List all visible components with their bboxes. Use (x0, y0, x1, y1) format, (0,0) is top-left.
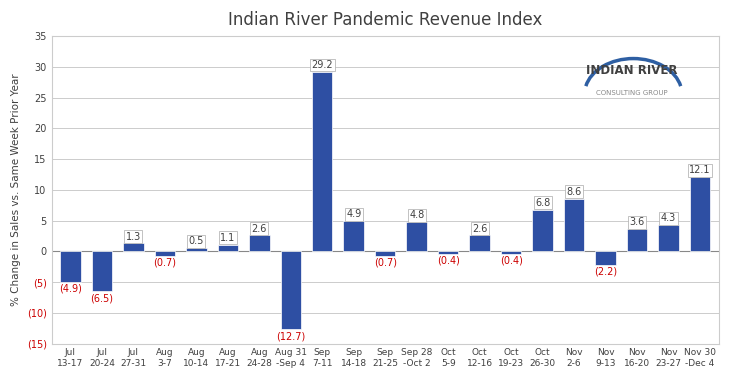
Bar (596, 251, 616, 265)
Text: (4.9): (4.9) (59, 283, 82, 293)
Bar (532, 210, 553, 251)
Text: (12.7): (12.7) (276, 331, 305, 341)
Text: 0.5: 0.5 (188, 236, 204, 246)
Bar (564, 199, 584, 251)
Text: (0.7): (0.7) (153, 258, 177, 268)
Title: Indian River Pandemic Revenue Index: Indian River Pandemic Revenue Index (228, 11, 542, 29)
Bar (438, 251, 458, 254)
Text: INDIAN RIVER: INDIAN RIVER (585, 64, 677, 77)
Bar (92, 251, 112, 291)
Y-axis label: % Change in Sales vs. Same Week Prior Year: % Change in Sales vs. Same Week Prior Ye… (11, 74, 21, 306)
Bar (469, 235, 490, 251)
Text: (0.4): (0.4) (500, 256, 523, 266)
Bar (155, 251, 175, 256)
Bar (344, 221, 364, 251)
Bar (690, 177, 710, 251)
Text: 1.1: 1.1 (220, 233, 236, 243)
Bar (60, 251, 80, 282)
Text: 12.1: 12.1 (689, 165, 711, 175)
Bar (501, 251, 521, 254)
Bar (218, 244, 238, 251)
Bar (407, 222, 427, 251)
Bar (280, 251, 301, 329)
Text: CONSULTING GROUP: CONSULTING GROUP (596, 90, 667, 96)
Bar (375, 251, 396, 256)
Text: 2.6: 2.6 (252, 224, 267, 233)
Bar (658, 225, 679, 251)
Text: (0.4): (0.4) (437, 256, 460, 266)
Text: 1.3: 1.3 (126, 232, 141, 241)
Text: 2.6: 2.6 (472, 224, 488, 233)
Text: 4.9: 4.9 (346, 210, 361, 219)
Text: 8.6: 8.6 (566, 187, 582, 197)
Bar (123, 243, 144, 251)
Text: (2.2): (2.2) (594, 267, 617, 277)
Bar (186, 248, 207, 251)
Text: (6.5): (6.5) (91, 293, 113, 303)
Text: (0.7): (0.7) (374, 258, 396, 268)
Text: 4.8: 4.8 (409, 210, 424, 220)
Text: 6.8: 6.8 (535, 198, 550, 208)
Bar (312, 72, 332, 251)
Text: 3.6: 3.6 (629, 218, 645, 227)
Text: 4.3: 4.3 (661, 213, 676, 223)
Text: 29.2: 29.2 (312, 60, 333, 70)
Bar (627, 229, 648, 251)
Bar (249, 235, 269, 251)
